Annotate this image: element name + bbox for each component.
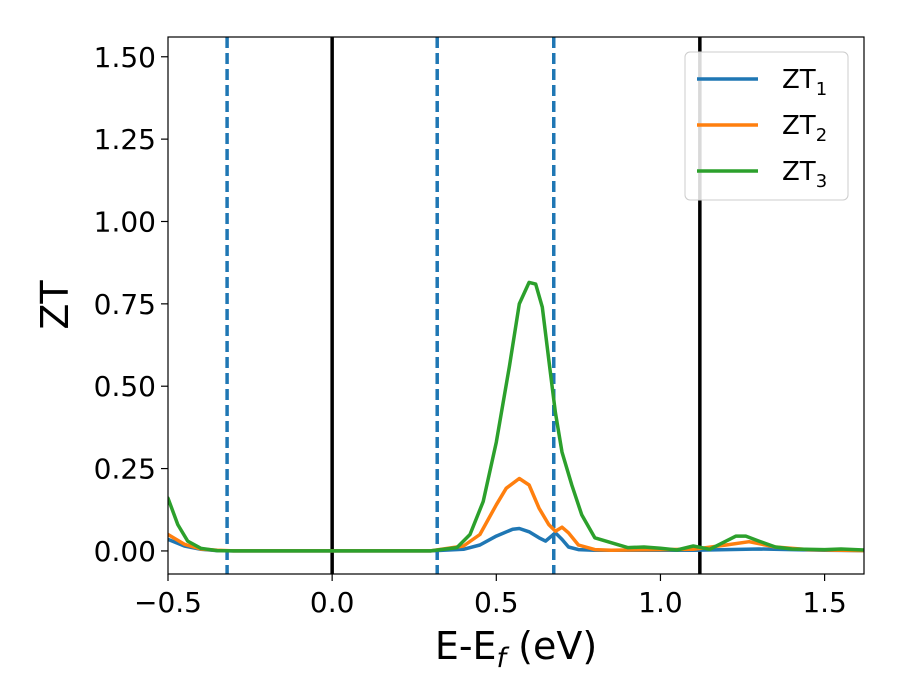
x-axis-label: E-Ef (eV) bbox=[435, 624, 597, 674]
legend: ZT1 ZT2 ZT3 bbox=[684, 51, 849, 201]
data-series bbox=[168, 280, 864, 553]
y-tick-label: 0.50 bbox=[94, 370, 156, 403]
y-tick-label: 1.00 bbox=[94, 205, 156, 238]
x-axis-label-main: E-E bbox=[435, 624, 497, 668]
legend-label-zt3: ZT3 bbox=[782, 157, 827, 192]
y-tick-label: 1.25 bbox=[94, 123, 156, 156]
x-axis-ticks: −0.5 0.0 0.5 1.0 1.5 bbox=[134, 574, 847, 619]
plot-frame bbox=[167, 36, 865, 575]
series-line-zt3 bbox=[168, 280, 864, 553]
x-tick-label: −0.5 bbox=[134, 586, 202, 619]
legend-box bbox=[684, 51, 849, 201]
y-tick-label: 0.75 bbox=[94, 288, 156, 321]
x-tick-label: 1.0 bbox=[638, 586, 683, 619]
y-tick-label: 0.00 bbox=[94, 535, 156, 568]
x-tick-label: 0.0 bbox=[310, 586, 355, 619]
x-axis-label-suffix: (eV) bbox=[506, 624, 597, 668]
y-axis-ticks: 0.00 0.25 0.50 0.75 1.00 1.25 1.50 bbox=[94, 41, 168, 568]
x-tick-label: 1.5 bbox=[802, 586, 847, 619]
y-tick-label: 1.50 bbox=[94, 41, 156, 74]
legend-label-zt1: ZT1 bbox=[782, 65, 827, 100]
legend-label-zt2: ZT2 bbox=[782, 111, 827, 146]
y-axis-label: ZT bbox=[33, 280, 77, 330]
y-tick-label: 0.25 bbox=[94, 453, 156, 486]
x-tick-label: 0.5 bbox=[474, 586, 519, 619]
